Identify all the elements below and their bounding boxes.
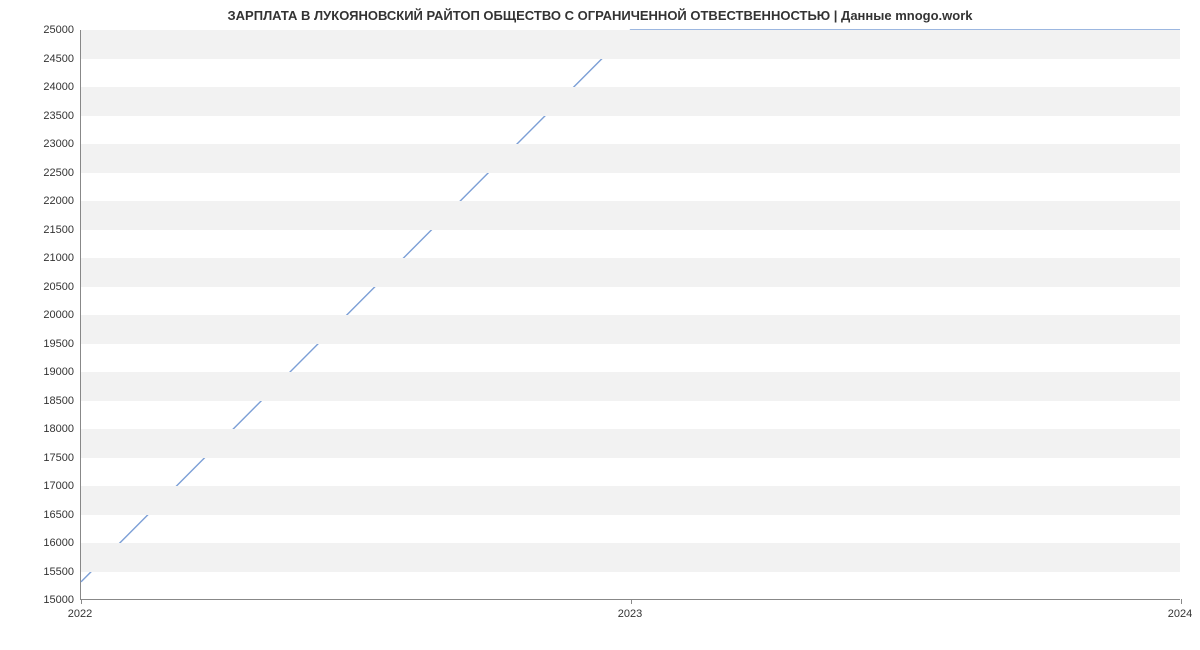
plot-area [80,30,1180,600]
y-tick-label: 19500 [4,338,74,350]
salary-chart: ЗАРПЛАТА В ЛУКОЯНОВСКИЙ РАЙТОП ОБЩЕСТВО … [0,0,1200,650]
grid-band [81,372,1180,401]
grid-band [81,30,1180,59]
grid-band [81,429,1180,458]
y-tick-label: 24500 [4,53,74,65]
y-tick-label: 23000 [4,138,74,150]
y-tick-label: 23500 [4,110,74,122]
y-tick-label: 18500 [4,395,74,407]
y-tick-label: 20000 [4,309,74,321]
y-tick-label: 15000 [4,594,74,606]
y-tick-label: 21500 [4,224,74,236]
grid-band [81,144,1180,173]
x-tick [1181,599,1182,604]
y-tick-label: 22000 [4,195,74,207]
y-tick-label: 22500 [4,167,74,179]
x-tick [631,599,632,604]
y-tick-label: 20500 [4,281,74,293]
x-tick-label: 2023 [618,608,642,620]
grid-band [81,486,1180,515]
grid-band [81,315,1180,344]
y-tick-label: 16500 [4,509,74,521]
x-tick-label: 2024 [1168,608,1192,620]
y-tick-label: 17500 [4,452,74,464]
y-tick-label: 17000 [4,480,74,492]
chart-title: ЗАРПЛАТА В ЛУКОЯНОВСКИЙ РАЙТОП ОБЩЕСТВО … [0,8,1200,23]
y-tick-label: 16000 [4,537,74,549]
x-tick-label: 2022 [68,608,92,620]
y-tick-label: 15500 [4,566,74,578]
y-tick-label: 25000 [4,24,74,36]
grid-band [81,543,1180,572]
y-tick-label: 21000 [4,252,74,264]
grid-band [81,201,1180,230]
x-tick [81,599,82,604]
y-tick-label: 19000 [4,366,74,378]
y-tick-label: 18000 [4,423,74,435]
y-tick-label: 24000 [4,81,74,93]
grid-band [81,258,1180,287]
grid-band [81,87,1180,116]
